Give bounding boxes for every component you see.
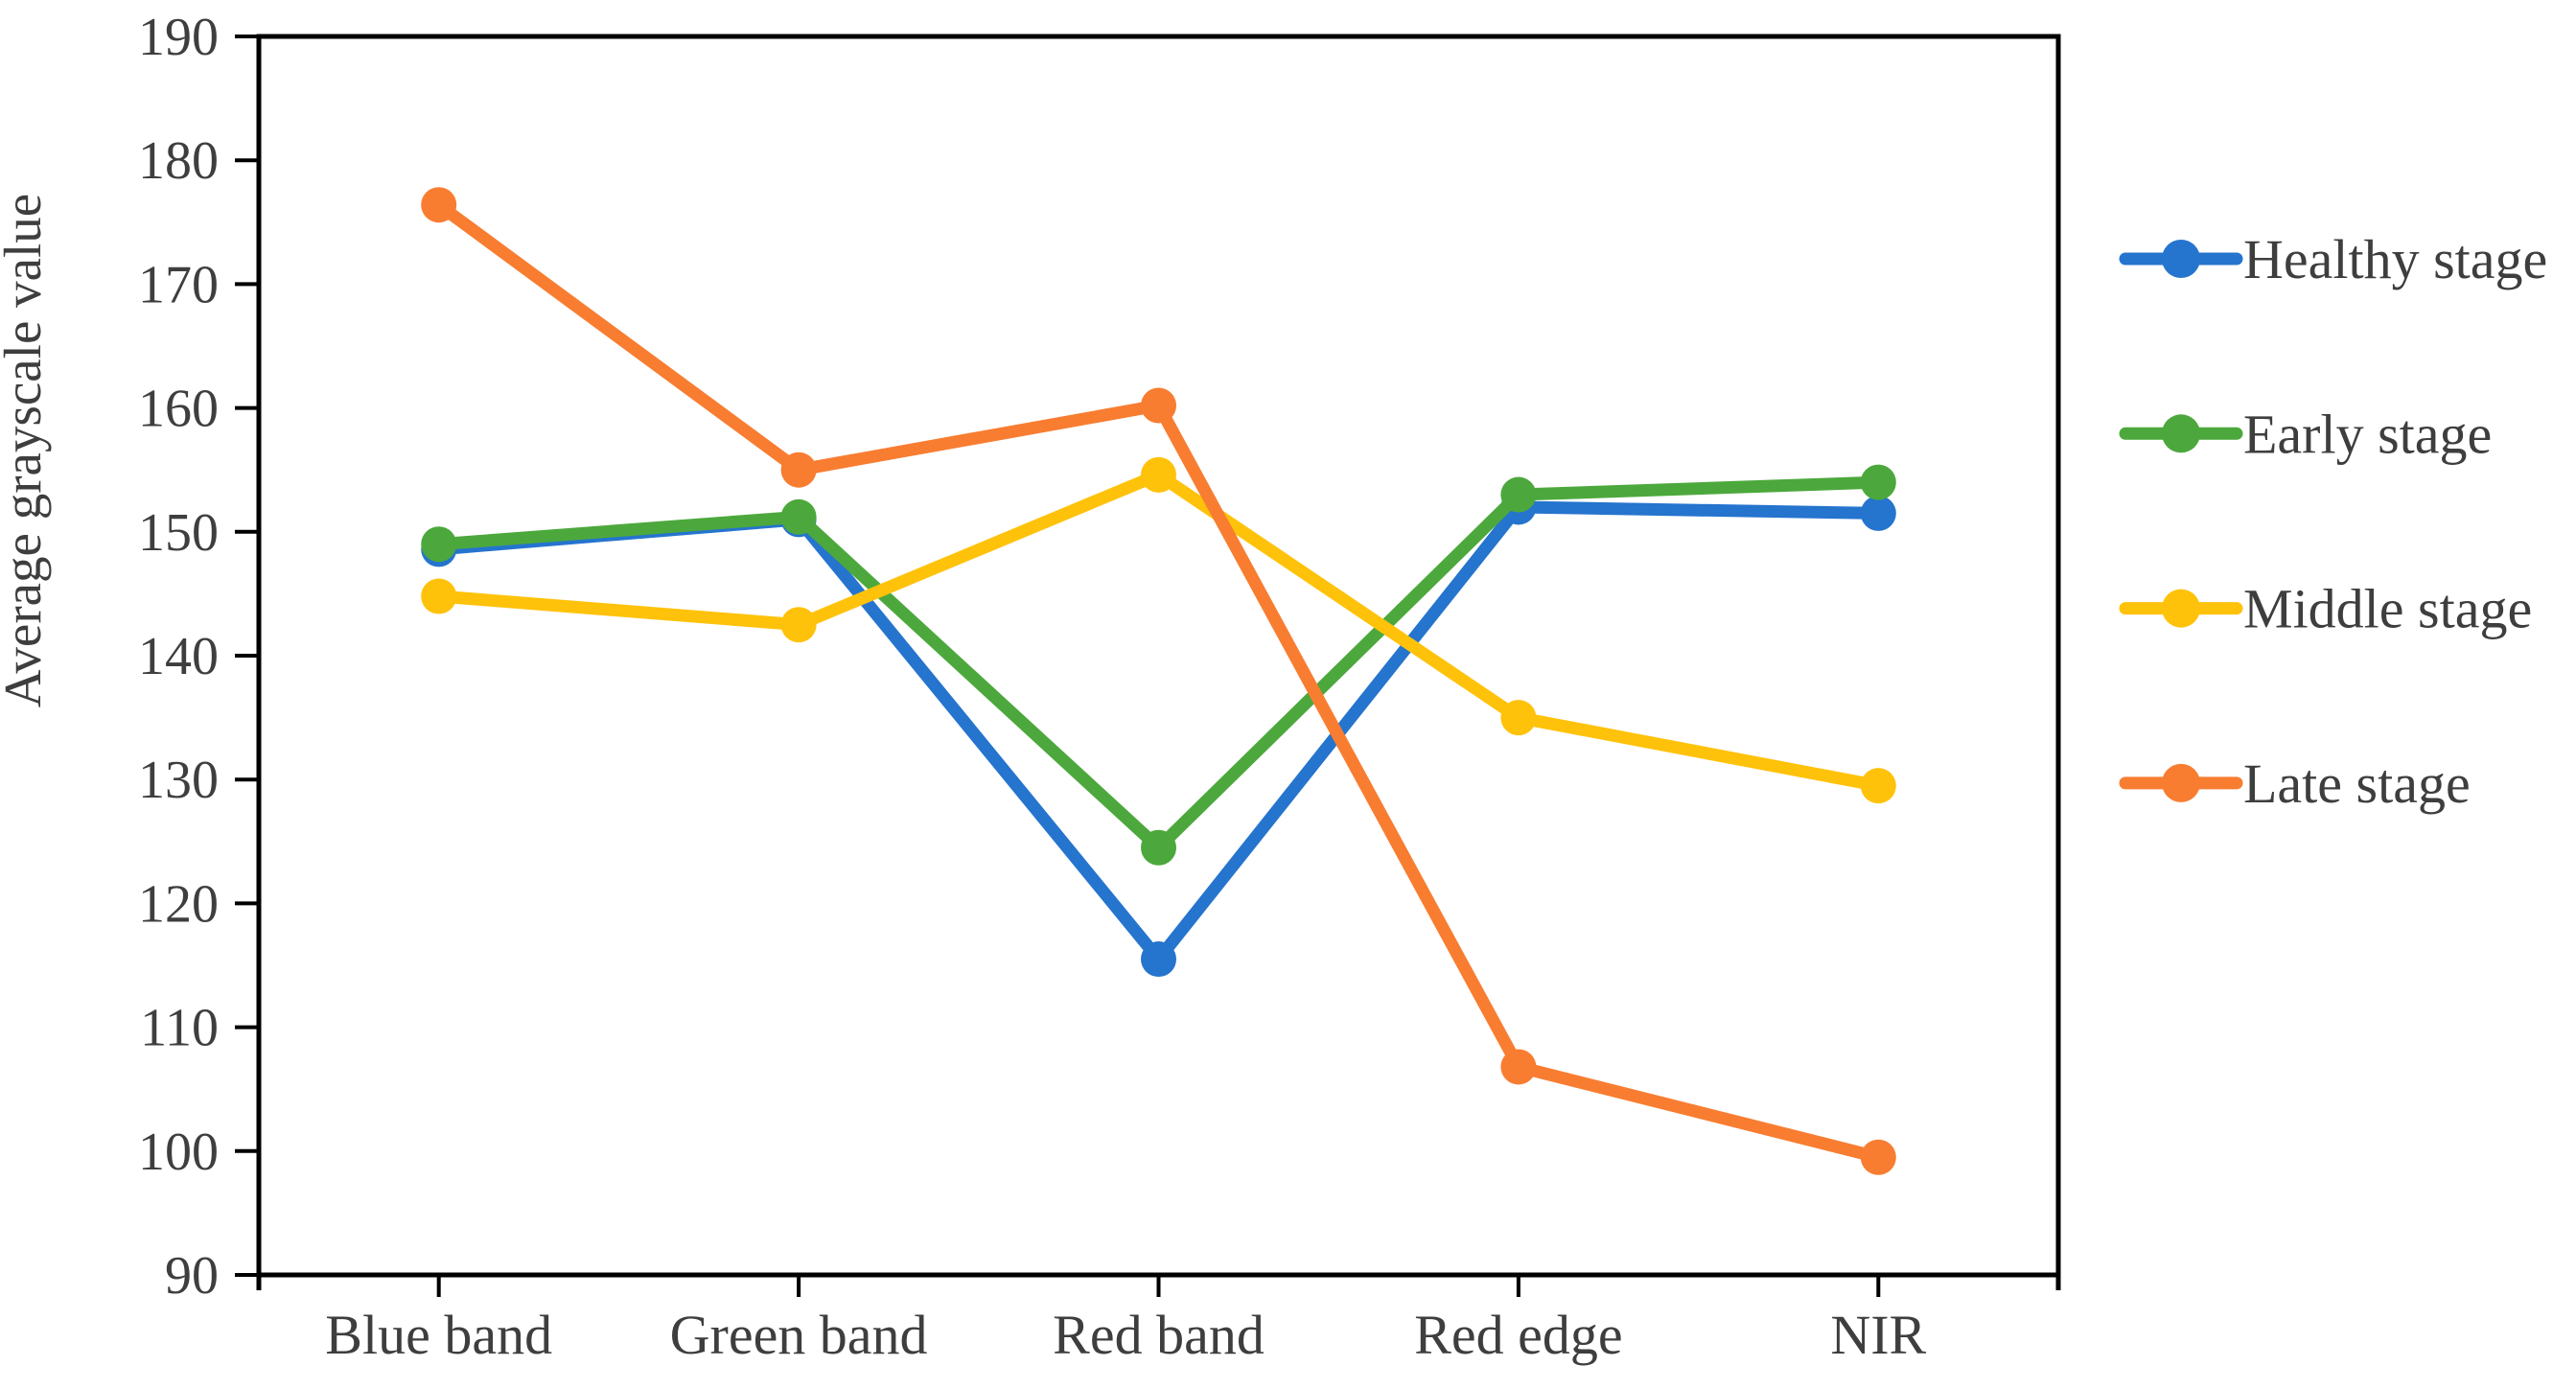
legend-item-label: Healthy stage — [2243, 228, 2547, 290]
data-point-marker-middle-stage-0 — [421, 578, 457, 614]
y-axis-tick-label: 150 — [138, 503, 219, 563]
data-point-marker-middle-stage-4 — [1860, 768, 1896, 804]
y-axis-tick-label: 130 — [138, 751, 219, 810]
data-point-marker-early-stage-1 — [780, 498, 817, 535]
series-line-middle-stage — [432, 468, 1885, 793]
data-point-marker-early-stage-2 — [1141, 829, 1176, 866]
y-axis-tick-label: 160 — [138, 380, 219, 439]
data-point-marker-late-stage-2 — [1141, 387, 1176, 424]
series-line-healthy-stage — [432, 500, 1885, 966]
data-point-marker-early-stage-3 — [1500, 476, 1537, 513]
plot-area-border — [256, 34, 2061, 1278]
data-point-marker-late-stage-4 — [1860, 1139, 1896, 1175]
data-point-marker-middle-stage-2 — [1141, 456, 1176, 493]
legend-item-label: Early stage — [2243, 403, 2492, 465]
data-point-marker-middle-stage-1 — [780, 607, 817, 643]
x-axis-category-label: NIR — [1830, 1304, 1926, 1366]
data-point-marker-early-stage-4 — [1860, 464, 1896, 500]
data-point-marker-middle-stage-3 — [1500, 700, 1537, 736]
y-axis-tick-label: 180 — [138, 131, 219, 191]
x-axis-category-label: Blue band — [325, 1304, 552, 1366]
data-point-marker-healthy-stage-2 — [1141, 941, 1176, 978]
y-axis-tick-label: 100 — [138, 1123, 219, 1182]
data-point-marker-late-stage-1 — [780, 451, 817, 488]
legend-swatch-marker — [2162, 240, 2200, 278]
legend-swatch-marker — [2162, 414, 2200, 453]
y-axis-tick-label: 170 — [138, 255, 219, 314]
series-line-late-stage — [432, 198, 1885, 1164]
data-point-marker-healthy-stage-4 — [1860, 495, 1896, 531]
x-axis-category-label: Red edge — [1414, 1304, 1622, 1366]
legend-item-label: Late stage — [2243, 752, 2471, 815]
y-axis-tick-label: 110 — [140, 999, 219, 1058]
legend-item-label: Middle stage — [2243, 578, 2532, 640]
y-axis-title: Average grayscale value — [0, 194, 52, 707]
x-axis-category-label: Red band — [1053, 1304, 1265, 1366]
y-axis-tick-label: 190 — [138, 8, 219, 67]
legend-swatch-marker — [2162, 763, 2200, 802]
y-axis-tick-label: 120 — [138, 874, 219, 934]
y-axis-tick-label: 140 — [138, 627, 219, 686]
y-axis-tick-label: 90 — [165, 1246, 219, 1306]
data-point-marker-late-stage-3 — [1500, 1049, 1537, 1085]
data-point-marker-late-stage-0 — [421, 187, 457, 223]
legend-swatch-marker — [2162, 589, 2200, 628]
data-point-marker-early-stage-0 — [421, 526, 457, 563]
x-axis-category-label: Green band — [670, 1304, 928, 1366]
